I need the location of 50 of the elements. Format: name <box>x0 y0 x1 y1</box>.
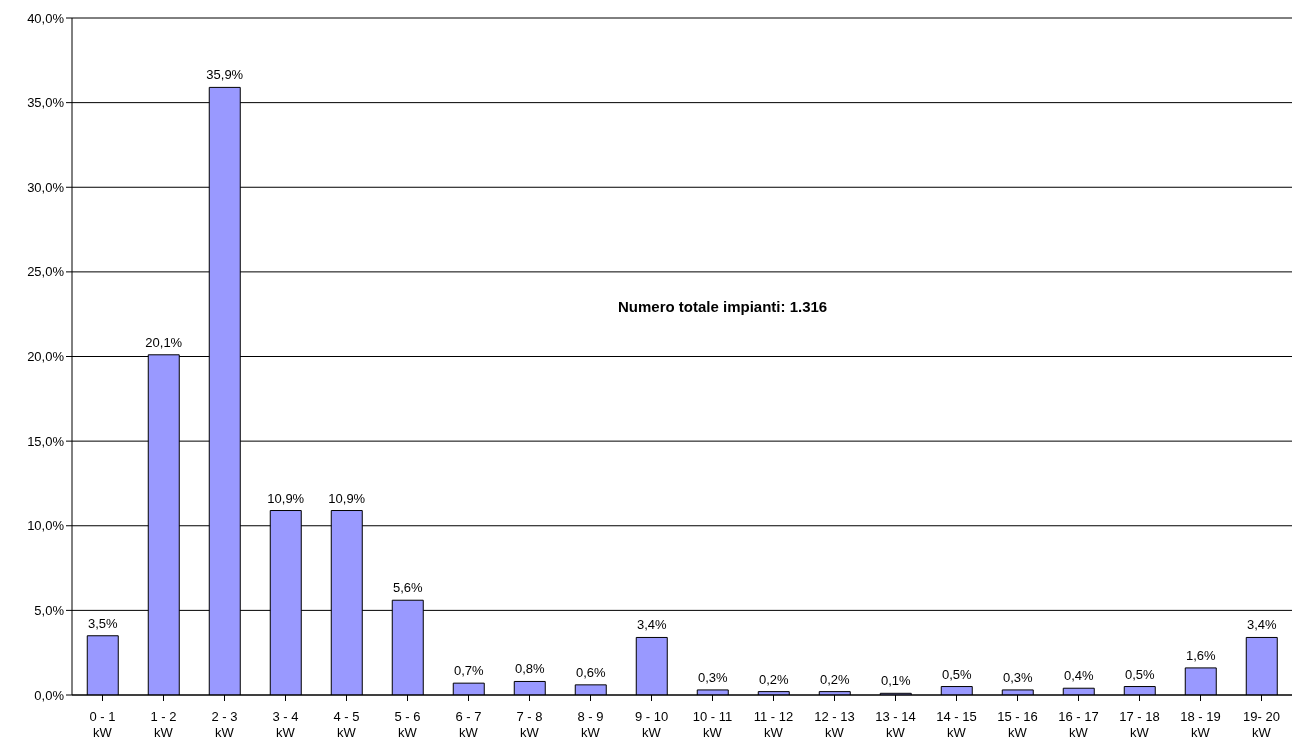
x-tick-label: 2 - 3 kW <box>211 709 238 740</box>
x-tick-label: 8 - 9 kW <box>577 709 604 740</box>
x-tick-label: 6 - 7 kW <box>455 709 482 740</box>
data-label: 5,6% <box>392 580 423 596</box>
y-tick-label: 20,0% <box>27 349 65 365</box>
x-tick-label: 4 - 5 kW <box>333 709 360 740</box>
y-tick-label: 30,0% <box>27 179 65 195</box>
y-tick-label: 40,0% <box>27 10 65 26</box>
data-label: 0,3% <box>697 669 728 685</box>
data-label: 0,4% <box>1063 668 1094 684</box>
data-label: 0,6% <box>575 664 606 680</box>
data-label: 0,7% <box>453 663 484 679</box>
y-tick-label: 25,0% <box>27 264 65 280</box>
data-label: 3,5% <box>87 615 118 631</box>
x-tick-label: 0 - 1 kW <box>89 709 116 740</box>
data-label: 0,1% <box>880 673 911 689</box>
x-tick-label: 1 - 2 kW <box>150 709 177 740</box>
x-tick-label: 17 - 18 kW <box>1119 709 1160 740</box>
x-tick-label: 7 - 8 kW <box>516 709 543 740</box>
data-label: 1,6% <box>1185 647 1216 663</box>
data-label: 0,2% <box>819 671 850 687</box>
x-tick-label: 11 - 12 kW <box>753 709 794 740</box>
x-tick-label: 10 - 11 kW <box>692 709 733 740</box>
data-label: 20,1% <box>145 334 183 350</box>
data-label: 0,8% <box>514 661 545 677</box>
x-tick-label: 19- 20 kW <box>1243 709 1280 740</box>
x-tick-label: 3 - 4 kW <box>272 709 299 740</box>
data-label: 0,5% <box>1124 666 1155 682</box>
y-tick-label: 10,0% <box>27 518 65 534</box>
y-tick-label: 5,0% <box>34 602 65 618</box>
x-tick-label: 18 - 19 kW <box>1180 709 1221 740</box>
data-label: 3,4% <box>636 617 667 633</box>
x-tick-label: 14 - 15 kW <box>936 709 977 740</box>
data-label: 10,9% <box>328 490 366 506</box>
data-label: 10,9% <box>267 490 305 506</box>
data-label: 0,3% <box>1002 669 1033 685</box>
x-tick-label: 15 - 16 kW <box>997 709 1038 740</box>
x-tick-label: 16 - 17 kW <box>1058 709 1099 740</box>
annotation: Numero totale impianti: 1.316 <box>618 298 828 315</box>
y-tick-label: 0,0% <box>34 687 65 703</box>
x-tick-label: 12 - 13 kW <box>814 709 855 740</box>
data-label: 0,5% <box>941 666 972 682</box>
data-label: 3,4% <box>1246 617 1277 633</box>
data-label: 0,2% <box>758 671 789 687</box>
y-tick-label: 15,0% <box>27 433 65 449</box>
x-tick-label: 5 - 6 kW <box>394 709 421 740</box>
x-tick-label: 9 - 10 kW <box>634 709 669 740</box>
data-label: 35,9% <box>206 67 244 83</box>
x-tick-label: 13 - 14 kW <box>875 709 916 740</box>
y-tick-label: 35,0% <box>27 95 65 111</box>
